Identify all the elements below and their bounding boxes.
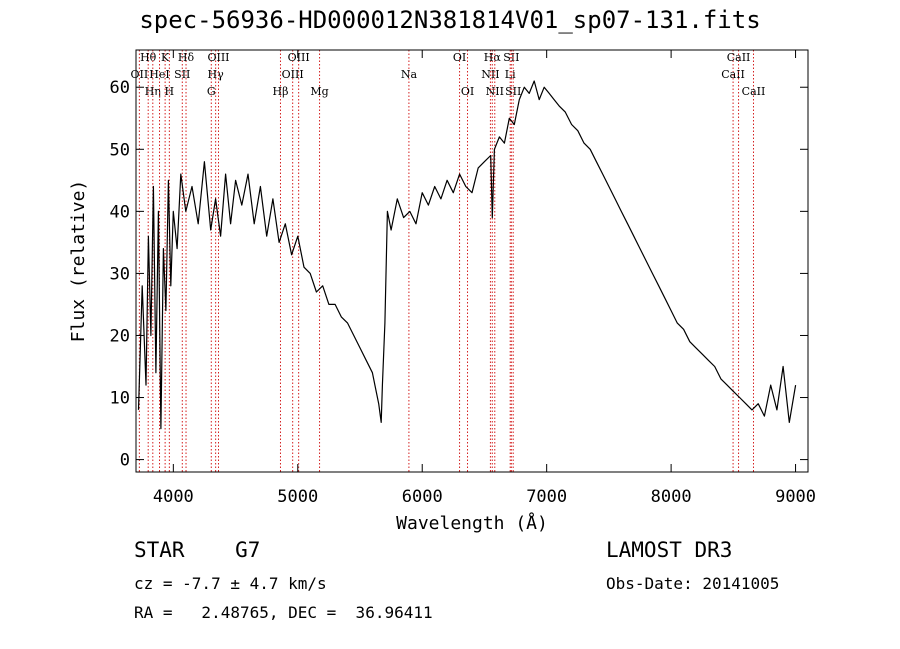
line-label-22: SII <box>503 51 519 64</box>
y-axis-label: Flux (relative) <box>68 180 89 343</box>
line-label-11: Hβ <box>273 85 289 98</box>
x-tick-label-4: 8000 <box>651 487 692 507</box>
y-tick-label-5: 50 <box>110 140 130 160</box>
spectrum-line <box>137 80 797 430</box>
line-label-7: Hδ <box>178 51 195 64</box>
x-tick-label-2: 6000 <box>402 487 443 507</box>
line-label-10: OIII <box>207 51 229 64</box>
line-label-15: Na <box>401 68 418 81</box>
survey-name: LAMOST DR3 <box>606 538 733 562</box>
y-tick-label-2: 20 <box>110 326 130 346</box>
y-tick-label-6: 60 <box>110 78 130 98</box>
x-axis-label: Wavelength (Å) <box>396 512 548 534</box>
y-tick-label-0: 0 <box>120 451 130 471</box>
y-tick-label-4: 40 <box>110 202 130 222</box>
line-label-1: Hθ <box>140 51 157 64</box>
ra-dec: RA = 2.48765, DEC = 36.96411 <box>134 603 433 622</box>
x-tick-label-1: 5000 <box>277 487 318 507</box>
line-label-16: OI <box>453 51 466 64</box>
line-label-25: CaII <box>727 51 751 64</box>
line-label-5: H <box>165 85 175 98</box>
line-label-3: HeI <box>149 68 169 81</box>
line-label-9: Hγ <box>208 68 225 81</box>
x-tick-label-0: 4000 <box>153 487 194 507</box>
line-label-2: Hη <box>145 85 161 98</box>
line-label-14: Mg <box>310 85 328 98</box>
y-tick-label-3: 30 <box>110 264 130 284</box>
line-label-12: OIII <box>282 68 304 81</box>
line-label-17: OI <box>461 85 474 98</box>
chart-title: spec-56936-HD000012N381814V01_sp07-131.f… <box>139 6 761 34</box>
line-label-0: OII <box>131 68 149 81</box>
line-label-19: Hα <box>484 51 502 64</box>
line-label-18: NII <box>481 68 499 81</box>
redshift-velocity: cz = -7.7 ± 4.7 km/s <box>134 574 327 593</box>
object-class: STAR G7 <box>134 538 261 562</box>
line-label-8: G <box>207 85 216 98</box>
line-label-23: SII <box>505 85 521 98</box>
obs-date: Obs-Date: 20141005 <box>606 574 780 593</box>
line-label-13: OIII <box>288 51 310 64</box>
line-label-6: SII <box>174 68 190 81</box>
line-label-24: CaII <box>721 68 745 81</box>
plot-frame <box>135 49 809 473</box>
line-label-21: Li <box>505 68 516 81</box>
line-label-26: CaII <box>742 85 766 98</box>
x-tick-label-5: 9000 <box>775 487 816 507</box>
x-tick-label-3: 7000 <box>526 487 567 507</box>
y-tick-label-1: 10 <box>110 389 130 409</box>
line-label-4: K <box>161 51 170 64</box>
line-label-20: NII <box>486 85 504 98</box>
